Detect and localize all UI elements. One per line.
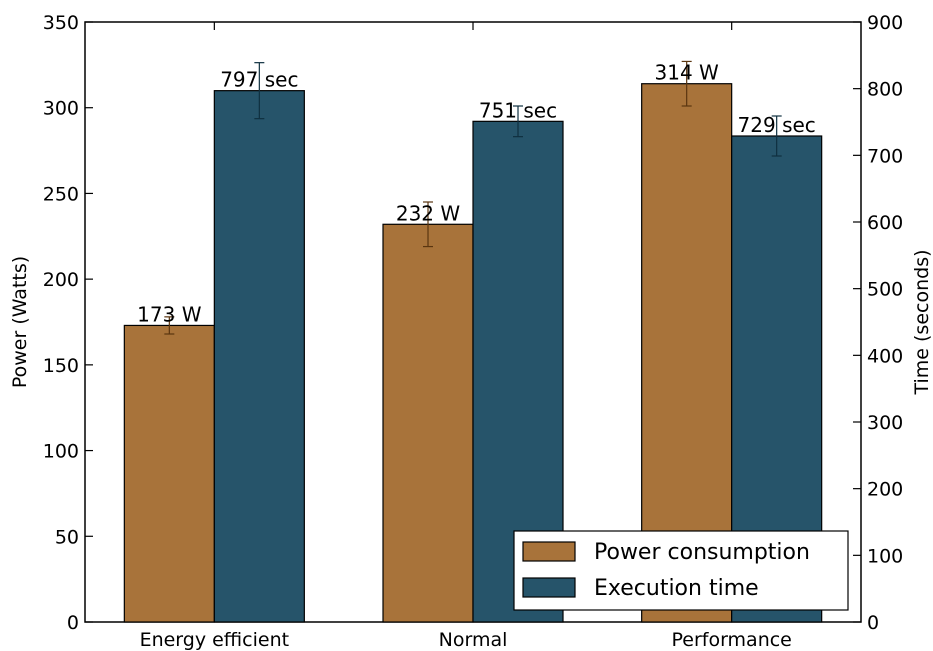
right-tick-label: 200 <box>867 479 903 501</box>
left-tick-label: 350 <box>43 12 79 34</box>
left-tick-label: 150 <box>43 355 79 377</box>
right-tick-label: 100 <box>867 545 903 567</box>
legend-swatch-time <box>522 577 576 598</box>
power-bar <box>382 223 474 623</box>
right-tick-label: 500 <box>867 279 903 301</box>
legend: Power consumption Execution time <box>513 530 849 611</box>
right-tick-label: 300 <box>867 412 903 434</box>
right-tick-label: 700 <box>867 145 903 167</box>
power-data-label: 232 W <box>396 201 461 225</box>
right-axis-label: Time (seconds) <box>911 249 933 395</box>
power-data-label: 314 W <box>655 61 720 85</box>
left-tick-label: 300 <box>43 98 79 120</box>
legend-label-power: Power consumption <box>594 540 810 565</box>
left-tick-label: 50 <box>55 526 79 548</box>
legend-label-time: Execution time <box>594 576 759 601</box>
right-tick-label: 0 <box>867 612 879 634</box>
time-data-label: 751 sec <box>479 98 557 122</box>
right-tick-label: 900 <box>867 12 903 34</box>
left-tick-label: 200 <box>43 269 79 291</box>
power-bar <box>123 324 215 623</box>
x-tick-label: Energy efficient <box>140 629 290 651</box>
power-data-label: 173 W <box>137 302 202 326</box>
right-tick-label: 800 <box>867 79 903 101</box>
time-data-label: 797 sec <box>220 68 298 92</box>
left-axis-label: Power (Watts) <box>9 256 31 388</box>
left-tick-label: 0 <box>67 612 79 634</box>
right-tick-label: 600 <box>867 212 903 234</box>
time-bar <box>213 90 305 623</box>
x-tick-label: Performance <box>671 629 791 651</box>
time-data-label: 729 sec <box>738 113 816 137</box>
left-tick-label: 250 <box>43 183 79 205</box>
right-tick-label: 400 <box>867 345 903 367</box>
legend-swatch-power <box>522 541 576 562</box>
left-tick-label: 100 <box>43 441 79 463</box>
x-tick-label: Normal <box>439 629 508 651</box>
